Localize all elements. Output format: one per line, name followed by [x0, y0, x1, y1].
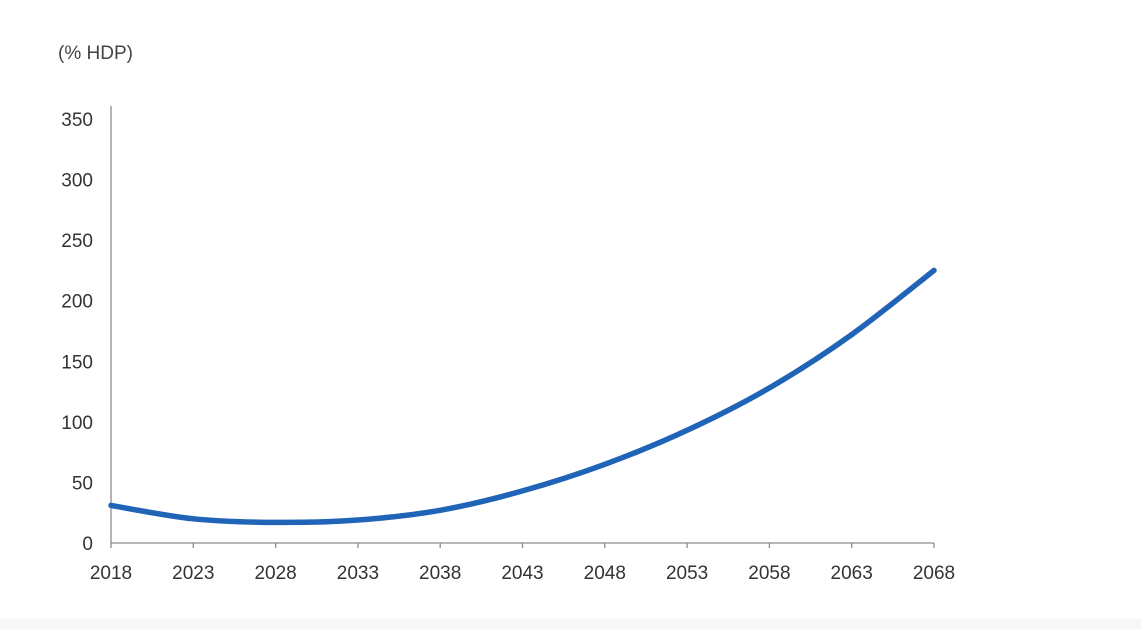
- x-tick-label: 2053: [666, 563, 708, 584]
- y-tick-label: 150: [61, 352, 93, 373]
- y-tick-label: 350: [61, 110, 93, 131]
- series-line: [108, 267, 937, 526]
- x-tick-label: 2048: [584, 563, 626, 584]
- x-tick-label: 2038: [419, 563, 461, 584]
- x-tick-label: 2058: [748, 563, 790, 584]
- x-tick-label: 2028: [254, 563, 296, 584]
- y-tick-label: 200: [61, 292, 93, 313]
- y-axis-unit-label: (% HDP): [58, 43, 133, 64]
- x-tick-label: 2043: [501, 563, 543, 584]
- x-tick-label: 2033: [337, 563, 379, 584]
- y-tick-label: 300: [61, 171, 93, 192]
- x-tick-label: 2068: [913, 563, 955, 584]
- x-axis-ticks: 2018 2023 2028 2033 2038 2043 2048 2053 2058 2063…: [90, 543, 955, 584]
- y-tick-label: 100: [61, 413, 93, 434]
- x-tick-label: 2018: [90, 563, 132, 584]
- bottom-band: [0, 619, 1141, 629]
- y-tick-label: 50: [72, 473, 93, 494]
- y-tick-label: 250: [61, 231, 93, 252]
- y-tick-label: 0: [82, 534, 93, 555]
- x-tick-label: 2023: [172, 563, 214, 584]
- y-axis-ticks: 0 50 100 150 200 250 300 350: [61, 110, 93, 555]
- x-tick-label: 2063: [831, 563, 873, 584]
